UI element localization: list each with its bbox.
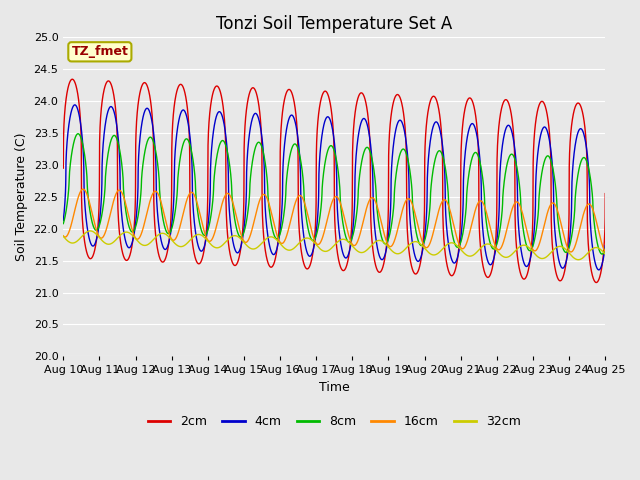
4cm — [505, 122, 513, 128]
32cm — [86, 228, 94, 234]
4cm — [158, 240, 166, 246]
16cm — [505, 217, 513, 223]
32cm — [575, 257, 582, 263]
8cm — [412, 228, 420, 234]
16cm — [412, 214, 420, 220]
4cm — [71, 102, 79, 108]
8cm — [267, 216, 275, 222]
8cm — [158, 209, 166, 215]
Line: 8cm: 8cm — [63, 134, 605, 254]
4cm — [267, 246, 275, 252]
2cm — [412, 271, 420, 277]
2cm — [385, 198, 392, 204]
16cm — [267, 206, 275, 212]
16cm — [464, 237, 472, 242]
32cm — [464, 253, 472, 259]
4cm — [602, 243, 609, 249]
32cm — [385, 244, 392, 250]
4cm — [464, 132, 472, 137]
Text: TZ_fmet: TZ_fmet — [72, 45, 128, 58]
8cm — [505, 155, 513, 160]
Line: 4cm: 4cm — [63, 105, 605, 270]
8cm — [74, 131, 82, 137]
32cm — [412, 239, 420, 244]
2cm — [464, 97, 472, 103]
Line: 16cm: 16cm — [63, 189, 605, 252]
Line: 32cm: 32cm — [63, 231, 605, 260]
16cm — [158, 202, 166, 208]
Title: Tonzi Soil Temperature Set A: Tonzi Soil Temperature Set A — [216, 15, 452, 33]
2cm — [60, 165, 67, 171]
2cm — [267, 264, 275, 270]
4cm — [385, 233, 392, 239]
16cm — [60, 233, 67, 239]
8cm — [464, 180, 472, 185]
16cm — [567, 249, 575, 255]
4cm — [412, 256, 420, 262]
16cm — [79, 186, 87, 192]
Line: 2cm: 2cm — [63, 79, 605, 283]
2cm — [505, 101, 513, 107]
32cm — [158, 230, 166, 236]
32cm — [267, 234, 275, 240]
32cm — [60, 233, 67, 239]
4cm — [60, 217, 67, 223]
16cm — [385, 242, 392, 248]
16cm — [602, 249, 609, 255]
8cm — [598, 251, 606, 257]
4cm — [595, 267, 603, 273]
Legend: 2cm, 4cm, 8cm, 16cm, 32cm: 2cm, 4cm, 8cm, 16cm, 32cm — [143, 410, 526, 433]
32cm — [505, 253, 513, 259]
8cm — [602, 246, 609, 252]
32cm — [602, 252, 609, 257]
8cm — [60, 221, 67, 227]
2cm — [68, 76, 76, 82]
2cm — [593, 280, 600, 286]
8cm — [385, 236, 392, 242]
X-axis label: Time: Time — [319, 381, 349, 394]
2cm — [158, 259, 166, 264]
2cm — [602, 191, 609, 196]
Y-axis label: Soil Temperature (C): Soil Temperature (C) — [15, 132, 28, 261]
